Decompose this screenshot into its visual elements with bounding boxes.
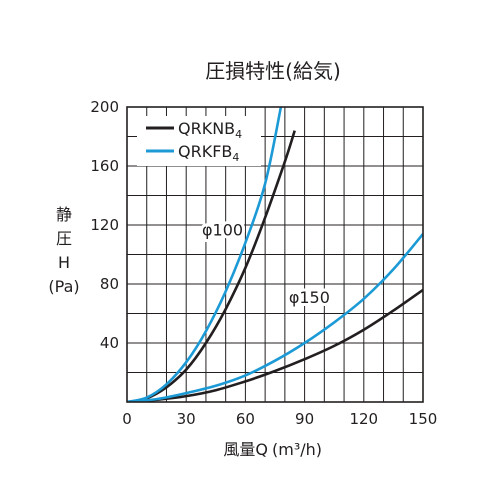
series-qrknb4-phi150 — [127, 288, 423, 402]
x-tick-label: 30 — [177, 410, 196, 428]
y-tick-label: 120 — [90, 216, 119, 234]
series-qrkfb4-phi100 — [127, 107, 283, 402]
x-tick-label: 150 — [409, 410, 438, 428]
x-tick-label: 120 — [349, 410, 378, 428]
y-tick-label: 200 — [90, 98, 119, 116]
legend: QRKNB4 QRKFB4 — [137, 116, 261, 166]
legend-label-qrkfb4: QRKFB4 — [178, 142, 239, 164]
legend-background — [137, 116, 261, 166]
x-tick-label: 90 — [295, 410, 314, 428]
plot-frame — [126, 106, 424, 403]
y-tick-label: 160 — [90, 157, 119, 175]
x-axis-label: 風量Q — [223, 440, 268, 459]
y-axis-unit: (Pa) — [48, 277, 79, 296]
y-tick-label: 80 — [100, 275, 119, 293]
x-axis-unit: (m³/h) — [272, 440, 322, 459]
annotation-label: φ100 — [202, 220, 243, 239]
series-qrknb4-phi100 — [127, 130, 296, 402]
y-axis-label-char-3: H — [58, 253, 70, 272]
series-layer — [127, 107, 423, 402]
x-tick-label: 60 — [236, 410, 255, 428]
chart-title: 圧損特性(給気) — [205, 59, 341, 83]
y-axis-label-char-2: 圧 — [56, 229, 72, 248]
annotations: φ100 φ150 — [199, 217, 333, 310]
annotation-label: φ150 — [289, 288, 330, 307]
series-qrkfb4-phi150 — [127, 233, 423, 402]
y-axis-label-char-1: 静 — [56, 205, 72, 224]
tick-labels: 0 30 60 90 120 150 40 80 120 160 200 — [90, 98, 437, 428]
legend-label-qrknb4: QRKNB4 — [178, 119, 242, 141]
x-tick-label: 0 — [122, 410, 132, 428]
y-tick-label: 40 — [100, 334, 119, 352]
